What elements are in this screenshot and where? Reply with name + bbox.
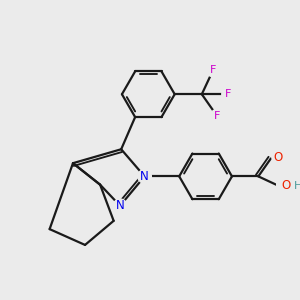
- Circle shape: [292, 180, 300, 192]
- Text: H: H: [293, 181, 300, 190]
- Circle shape: [210, 110, 224, 123]
- Text: O: O: [274, 151, 283, 164]
- Text: N: N: [116, 199, 124, 212]
- Circle shape: [280, 179, 293, 192]
- Text: O: O: [282, 179, 291, 192]
- Text: F: F: [225, 89, 232, 99]
- Circle shape: [113, 199, 127, 212]
- Text: F: F: [210, 65, 216, 75]
- Text: N: N: [140, 170, 149, 183]
- Circle shape: [206, 63, 220, 77]
- Circle shape: [138, 169, 151, 183]
- Circle shape: [272, 151, 285, 164]
- Text: F: F: [214, 111, 220, 121]
- Circle shape: [222, 88, 235, 101]
